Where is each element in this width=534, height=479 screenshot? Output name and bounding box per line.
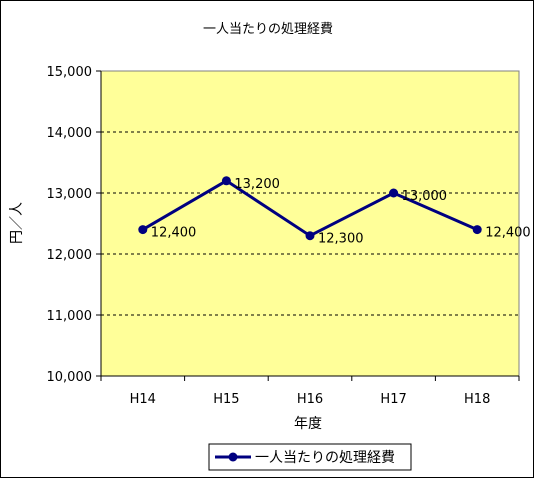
data-label: 13,000 [402,189,448,204]
x-tick-label: H16 [297,392,323,407]
legend: 一人当たりの処理経費 [208,443,412,471]
y-tick-label: 10,000 [47,370,93,385]
data-point [472,225,482,235]
y-tick-label: 13,000 [47,187,93,202]
legend-marker-swatch [228,452,238,462]
data-label-group: 12,400 13,200 12,300 13,000 12,400 [151,177,531,247]
data-point [221,176,231,186]
y-tick-label: 11,000 [47,309,93,324]
x-axis-tick-labels: H14 H15 H16 H17 H18 [100,376,520,407]
series-line-group [138,176,482,241]
data-label: 12,400 [151,226,197,241]
legend-label: 一人当たりの処理経費 [255,450,395,466]
y-axis-title: 円／人 [9,202,25,244]
chart-title: 一人当たりの処理経費 [203,22,333,37]
x-tick-label: H14 [130,392,156,407]
x-tick-label: H18 [464,392,490,407]
plot-area [100,70,520,377]
data-point [305,231,315,241]
data-label: 12,300 [318,232,364,247]
x-axis-title: 年度 [294,416,322,432]
data-label: 12,400 [485,226,531,241]
data-label: 13,200 [234,177,280,192]
grid-lines [96,70,519,377]
data-point [138,225,148,235]
data-point [389,188,399,198]
y-tick-label: 12,000 [47,248,93,263]
x-tick-label: H15 [213,392,239,407]
y-axis-tick-labels: 10,000 11,000 12,000 13,000 14,000 15,000 [47,65,93,385]
y-tick-label: 14,000 [47,126,93,141]
y-tick-label: 15,000 [47,65,93,80]
x-tick-label: H17 [380,392,406,407]
